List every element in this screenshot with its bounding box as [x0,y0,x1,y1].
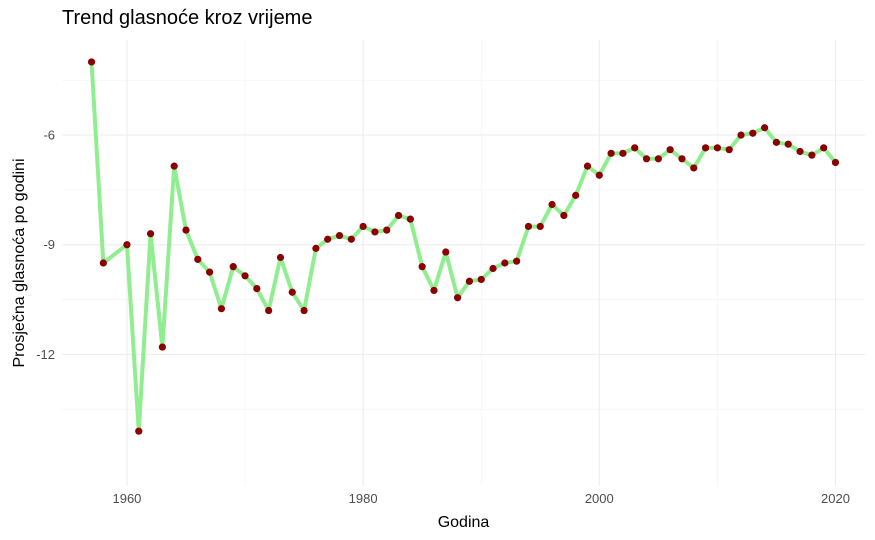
data-point [690,164,698,172]
data-point [820,144,828,152]
data-point [654,155,662,163]
data-point [477,275,485,284]
data-point [430,286,438,295]
data-point [737,131,745,139]
data-point [489,264,497,273]
data-point [324,235,332,243]
data-point [536,222,544,231]
data-point [217,305,226,313]
data-point [229,263,237,271]
data-point [595,171,603,179]
data-point [276,253,285,262]
x-tick-label: 1960 [112,491,141,506]
data-point [678,155,686,163]
data-point [831,158,840,167]
data-point [182,226,190,234]
series-line [89,59,838,434]
data-point [548,200,556,209]
data-point [772,138,781,146]
data-point [99,259,107,267]
data-point [418,263,426,271]
data-point [347,235,355,243]
chart-title: Trend glasnoće kroz vrijeme [62,7,313,29]
data-point [288,288,296,296]
data-point [194,255,202,263]
data-point [725,146,733,154]
data-point [749,129,757,137]
data-point [135,427,143,435]
data-point [524,222,533,231]
data-point [170,162,178,170]
data-point [312,244,320,252]
data-point [501,259,509,267]
data-point [631,144,639,152]
y-axis-title: Prosječna glasnoća po godini [11,158,28,367]
y-tick-label: -6 [43,128,55,143]
data-point [465,277,474,285]
data-point [761,124,769,132]
data-point [442,248,450,256]
data-point [560,211,568,220]
data-point [701,144,710,152]
data-point [371,228,379,236]
data-point [241,272,249,280]
data-point [713,144,721,152]
data-point [253,284,261,293]
y-tick-label: -9 [43,237,55,252]
data-point [796,147,804,156]
data-point [158,343,166,351]
data-point [808,151,816,159]
data-point [513,257,521,265]
x-axis-title: Godina [438,514,490,531]
data-point [619,149,627,157]
data-point [335,231,344,240]
x-tick-label: 2020 [821,491,850,506]
data-point [666,146,674,154]
x-tick-label: 1980 [349,491,378,506]
data-point [583,162,592,170]
data-point [406,215,414,223]
data-point [87,58,96,66]
data-point [394,211,403,220]
data-point [206,268,214,276]
data-point [453,294,462,302]
data-point [146,230,155,238]
data-point [359,222,367,231]
data-point [784,140,792,148]
data-point [607,149,615,157]
y-tick-label: -12 [36,347,55,362]
data-point [383,226,391,234]
x-tick-label: 2000 [585,491,614,506]
data-point [300,306,308,315]
data-point [123,241,131,249]
data-point [642,155,651,163]
data-point [572,191,580,199]
data-point [265,306,273,315]
